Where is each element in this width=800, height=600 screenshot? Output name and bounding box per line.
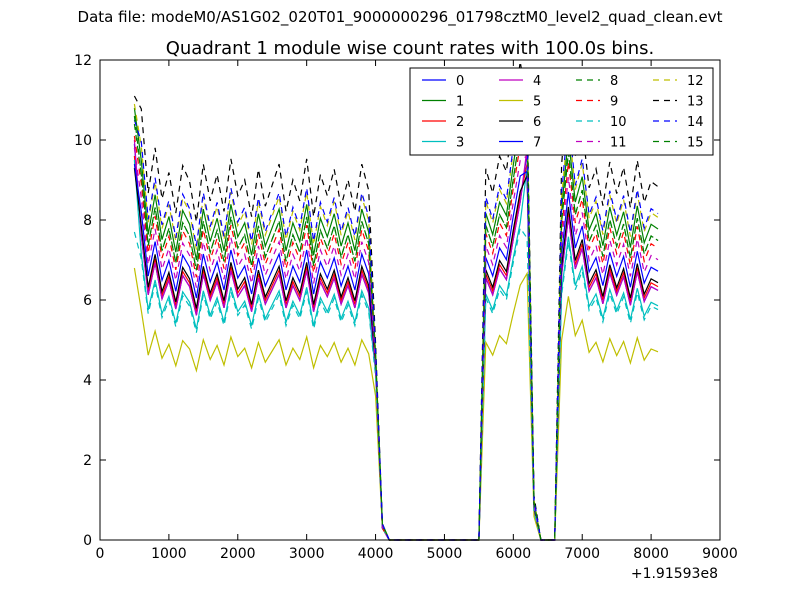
y-tick-label: 10 [74, 133, 92, 149]
y-tick-label: 4 [83, 373, 92, 389]
series-line-1 [133, 107, 659, 541]
legend-label-1: 1 [456, 95, 464, 110]
legend-label-15: 15 [687, 136, 704, 151]
y-tick-label: 6 [83, 293, 92, 309]
legend-label-11: 11 [610, 136, 627, 151]
x-axis: 0 1000 2000 3000 4000 5000 6000 7000 8000 9000 [96, 60, 738, 562]
figure-suptitle: Data file: modeM0/AS1G02_020T01_90000002… [77, 8, 723, 26]
x-tick-label: 1000 [151, 546, 187, 562]
series-line-11 [133, 147, 659, 541]
legend-box [409, 67, 714, 156]
series-line-15 [133, 115, 659, 541]
x-tick-label: 6000 [496, 546, 532, 562]
x-tick-label: 9000 [702, 546, 738, 562]
legend-label-2: 2 [456, 115, 464, 130]
chart-title: Quadrant 1 module wise count rates with … [166, 38, 655, 59]
legend-label-3: 3 [456, 136, 464, 151]
x-tick-label: 8000 [633, 546, 669, 562]
series-line-0 [133, 143, 659, 541]
series-line-9 [133, 135, 659, 541]
series-line-2 [133, 155, 659, 541]
x-tick-label: 5000 [427, 546, 463, 562]
x-tick-label: 0 [96, 546, 105, 562]
x-tick-label: 7000 [564, 546, 600, 562]
legend-label-10: 10 [610, 115, 627, 130]
x-tick-label: 2000 [220, 546, 256, 562]
x-offset-label: +1.91593e8 [631, 566, 718, 582]
legend-label-12: 12 [687, 74, 704, 89]
legend-label-4: 4 [533, 74, 541, 89]
x-tick-label: 3000 [289, 546, 325, 562]
y-tick-label: 12 [74, 53, 92, 69]
legend-label-0: 0 [456, 74, 464, 89]
series-line-12 [133, 101, 659, 541]
x-tick-label: 4000 [358, 546, 394, 562]
legend-label-14: 14 [687, 115, 704, 130]
legend-label-5: 5 [533, 95, 541, 110]
series-line-3 [133, 159, 659, 541]
y-tick-label: 0 [83, 533, 92, 549]
legend-label-9: 9 [610, 95, 618, 110]
series-line-14 [133, 97, 659, 541]
legend-label-7: 7 [533, 136, 541, 151]
legend-label-8: 8 [610, 74, 618, 89]
y-tick-label: 2 [83, 453, 92, 469]
legend-label-6: 6 [533, 115, 541, 130]
legend-label-13: 13 [687, 95, 704, 110]
y-tick-label: 8 [83, 213, 92, 229]
